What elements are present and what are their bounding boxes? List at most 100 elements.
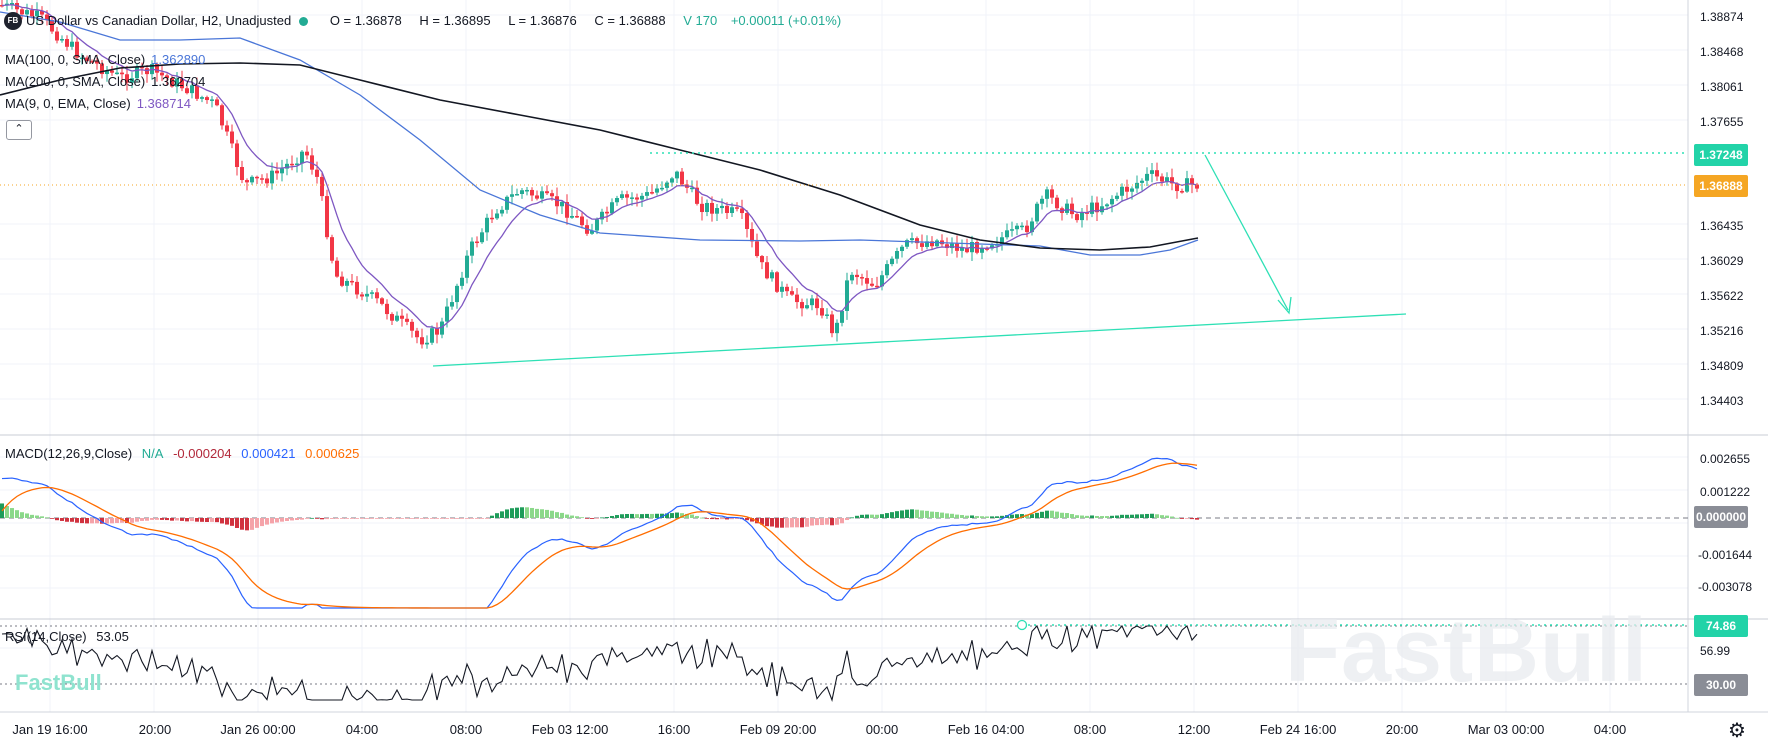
macd-histogram-bar [120, 518, 124, 523]
candle-body [720, 205, 724, 209]
gear-icon[interactable]: ⚙ [1728, 720, 1746, 742]
candle-body [680, 171, 684, 185]
macd-histogram-bar [1130, 514, 1134, 518]
macd-histogram-bar [420, 518, 424, 519]
candle-body [1050, 189, 1054, 198]
candle-body [695, 187, 699, 204]
candle-body [535, 195, 539, 199]
macd-histogram-bar [1045, 510, 1049, 518]
macd-histogram-bar [1015, 514, 1019, 518]
candle-body [245, 180, 249, 183]
candle-body [700, 203, 704, 213]
price-axis-label: 1.38874 [1700, 10, 1744, 24]
candle-body [730, 207, 734, 214]
candle-body [105, 70, 109, 75]
macd-histogram-bar [335, 518, 339, 519]
macd-histogram-bar [950, 513, 954, 518]
candle-body [1005, 230, 1009, 238]
ma100-legend[interactable]: MA(100, 0, SMA, Close) 1.362890 [5, 52, 211, 67]
small-watermark-logo: FastBull [15, 670, 102, 695]
candle-body [280, 168, 284, 174]
macd-histogram-bar [535, 508, 539, 518]
candle-body [95, 61, 99, 64]
macd-histogram-bar [45, 517, 49, 519]
candle-body [375, 292, 379, 299]
candle-body [170, 78, 174, 87]
rsi-legend[interactable]: RSI(14,Close) 53.05 [5, 629, 135, 644]
candle-body [745, 213, 749, 229]
ma200-legend[interactable]: MA(200, 0, SMA, Close) 1.362704 [5, 74, 211, 89]
candle-body [580, 216, 584, 226]
candle-body [65, 39, 69, 47]
candle-body [520, 190, 524, 194]
candle-body [80, 57, 84, 60]
candle-body [990, 245, 994, 249]
macd-histogram-bar [10, 508, 14, 518]
candle-body [195, 85, 199, 99]
candle-body [1130, 188, 1134, 192]
macd-histogram-bar [230, 518, 234, 526]
macd-histogram-bar [155, 518, 159, 520]
symbol-title[interactable]: US Dollar vs Canadian Dollar, H2, Unadju… [26, 13, 292, 28]
candle-body [240, 167, 244, 181]
macd-histogram-bar [415, 518, 419, 519]
macd-histogram-bar [275, 518, 279, 523]
macd-histogram-bar [720, 518, 724, 520]
macd-histogram-bar [115, 518, 119, 523]
macd-histogram-bar [445, 518, 449, 519]
candle-body [565, 202, 569, 218]
macd-histogram-bar [840, 518, 844, 524]
macd-histogram-bar [75, 518, 79, 523]
macd-histogram-bar [895, 511, 899, 518]
macd-histogram-bar [140, 518, 144, 521]
macd-histogram-bar [585, 518, 589, 519]
candle-body [820, 308, 824, 316]
candle-body [645, 192, 649, 196]
macd-histogram-bar [365, 518, 369, 519]
macd-histogram-bar [565, 514, 569, 518]
candle-body [845, 280, 849, 311]
macd-legend[interactable]: MACD(12,26,9,Close) N/A -0.000204 0.0004… [5, 446, 365, 461]
ema9-legend[interactable]: MA(9, 0, EMA, Close) 1.368714 [5, 96, 197, 111]
candle-body [55, 31, 59, 41]
candle-body [670, 178, 674, 183]
candle-body [1120, 186, 1124, 196]
macd-histogram-bar [700, 517, 704, 519]
macd-histogram-bar [505, 509, 509, 518]
candle-body [810, 298, 814, 306]
macd-histogram-bar [455, 518, 459, 519]
candle-body [155, 64, 159, 73]
macd-histogram-bar [100, 518, 104, 524]
ma200-label: MA(200, 0, SMA, Close) [5, 74, 146, 89]
fastbull-logo-icon: FB [4, 12, 22, 30]
collapse-legend-button[interactable]: ⌃ [6, 120, 32, 140]
candle-body [365, 293, 369, 297]
candle-body [1080, 212, 1084, 221]
candle-body [640, 195, 644, 200]
macd-histogram-bar [530, 507, 534, 518]
price-axis-label: 1.38468 [1700, 45, 1744, 59]
macd-histogram-bar [280, 518, 284, 522]
price-axis-label: 1.38061 [1700, 80, 1744, 94]
macd-histogram-bar [875, 514, 879, 518]
candle-body [350, 280, 354, 283]
macd-histogram-bar [1075, 515, 1079, 518]
macd-signal-line [1, 462, 1198, 609]
candle-body [875, 285, 879, 288]
candle-body [675, 171, 679, 179]
candle-body [735, 207, 739, 209]
macd-histogram-bar [130, 518, 134, 523]
candle-body [360, 294, 364, 297]
candle-body [860, 277, 864, 279]
candle-body [590, 230, 594, 234]
macd-histogram-bar [1065, 513, 1069, 518]
candle-body [495, 213, 499, 219]
macd-histogram-bar [595, 518, 599, 519]
ma200-value: 1.362704 [151, 74, 206, 89]
macd-histogram-bar [1085, 515, 1089, 518]
candle-body [440, 321, 444, 335]
candle-body [310, 155, 314, 170]
candle-body [1000, 237, 1004, 245]
projection-arrow [1204, 154, 1289, 311]
